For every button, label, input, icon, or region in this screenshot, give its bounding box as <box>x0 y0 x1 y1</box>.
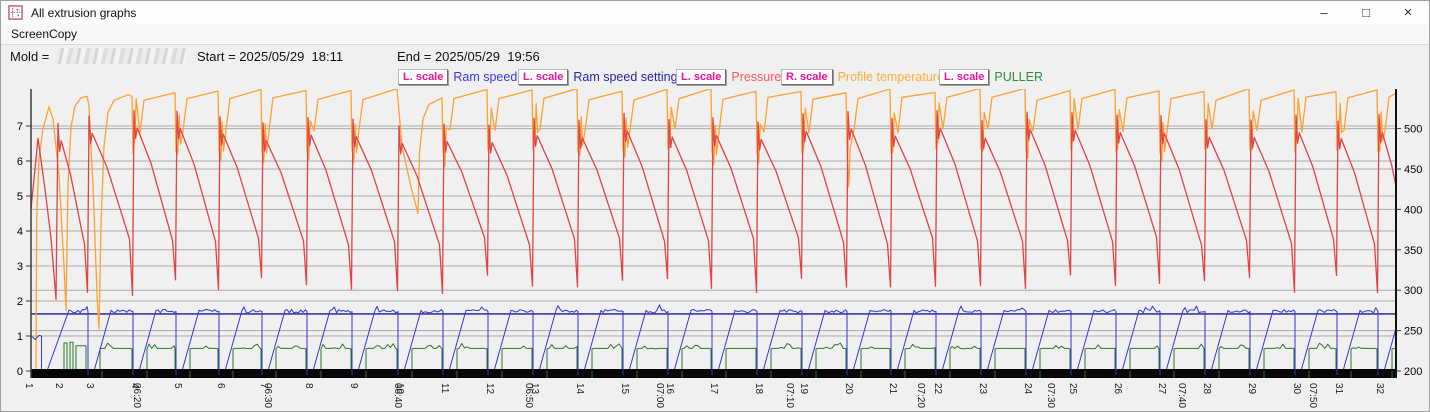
mold-value-redacted <box>56 48 186 64</box>
svg-text:07:50: 07:50 <box>1307 383 1318 408</box>
svg-text:07:20: 07:20 <box>915 383 926 408</box>
svg-text:30: 30 <box>1291 383 1302 395</box>
svg-text:06:20: 06:20 <box>131 383 142 408</box>
mold-label: Mold = <box>10 49 53 64</box>
left-scale-button[interactable]: L. scale <box>939 69 990 85</box>
svg-text:20: 20 <box>843 383 854 395</box>
close-button[interactable]: × <box>1403 4 1413 21</box>
svg-text:06:50: 06:50 <box>523 383 534 408</box>
app-icon <box>8 5 23 20</box>
legend-group-profile-temperature: R. scale Profile temperature <box>781 69 944 85</box>
svg-text:07:10: 07:10 <box>784 383 795 408</box>
svg-text:500: 500 <box>1404 124 1422 136</box>
svg-text:6: 6 <box>17 156 23 168</box>
svg-text:14: 14 <box>574 383 585 395</box>
minimize-button[interactable]: – <box>1320 5 1328 20</box>
window-title: All extrusion graphs <box>31 5 137 20</box>
svg-text:22: 22 <box>932 383 943 395</box>
svg-text:15: 15 <box>619 383 630 395</box>
svg-text:3: 3 <box>17 261 23 273</box>
legend-group-puller: L. scale PULLER <box>939 69 1043 85</box>
legend-group-ram-speed: L. scale Ram speed <box>398 69 517 85</box>
end-datetime: End = 2025/05/29 19:56 <box>397 49 540 64</box>
chart-legend: L. scale Ram speed L. scale Ram speed se… <box>1 67 1429 89</box>
svg-text:27: 27 <box>1156 383 1167 395</box>
svg-text:6: 6 <box>215 383 226 389</box>
legend-group-ram-speed-setting: L. scale Ram speed setting <box>518 69 678 85</box>
svg-text:13: 13 <box>529 383 540 395</box>
svg-text:400: 400 <box>1404 204 1422 216</box>
svg-text:350: 350 <box>1404 245 1422 257</box>
svg-text:07:30: 07:30 <box>1045 383 1056 408</box>
start-datetime: Start = 2025/05/29 18:11 <box>197 49 344 64</box>
svg-text:4: 4 <box>17 226 23 238</box>
legend-label-puller: PULLER <box>994 70 1043 84</box>
svg-text:7: 7 <box>258 383 269 389</box>
svg-text:3: 3 <box>84 383 95 389</box>
svg-text:200: 200 <box>1404 366 1422 378</box>
svg-text:06:40: 06:40 <box>392 383 403 408</box>
legend-label-ram-speed: Ram speed <box>453 70 518 84</box>
svg-text:2: 2 <box>17 296 23 308</box>
menu-item-screencopy[interactable]: ScreenCopy <box>11 27 78 41</box>
svg-text:29: 29 <box>1246 383 1257 395</box>
menu-bar: ScreenCopy <box>1 24 1429 45</box>
svg-text:1: 1 <box>23 383 34 389</box>
left-scale-button[interactable]: L. scale <box>518 69 569 85</box>
svg-text:19: 19 <box>798 383 809 395</box>
legend-group-pressure: L. scale Pressure <box>676 69 781 85</box>
svg-text:31: 31 <box>1333 383 1344 395</box>
svg-text:25: 25 <box>1067 383 1078 395</box>
svg-text:32: 32 <box>1374 383 1385 395</box>
svg-text:1: 1 <box>17 331 23 343</box>
svg-text:24: 24 <box>1022 383 1033 395</box>
svg-text:4: 4 <box>129 383 140 389</box>
header-row: Mold = Start = 2025/05/29 18:11 End = 20… <box>1 46 1429 67</box>
svg-text:2: 2 <box>53 383 64 389</box>
svg-text:06:30: 06:30 <box>262 383 273 408</box>
right-scale-button[interactable]: R. scale <box>781 69 833 85</box>
svg-text:11: 11 <box>439 383 450 394</box>
legend-label-pressure: Pressure <box>731 70 782 84</box>
left-scale-button[interactable]: L. scale <box>398 69 449 85</box>
svg-text:21: 21 <box>887 383 898 395</box>
svg-text:18: 18 <box>753 383 764 395</box>
svg-text:10: 10 <box>394 383 405 395</box>
legend-label-profile-temperature: Profile temperature <box>837 70 944 84</box>
svg-text:7: 7 <box>17 121 23 133</box>
svg-text:23: 23 <box>977 383 988 395</box>
svg-text:8: 8 <box>303 383 314 389</box>
svg-text:5: 5 <box>17 191 23 203</box>
svg-text:07:00: 07:00 <box>654 383 665 408</box>
svg-text:28: 28 <box>1201 383 1212 395</box>
title-bar: All extrusion graphs – □ × <box>1 1 1429 24</box>
svg-text:0: 0 <box>17 366 23 378</box>
legend-label-ram-speed-setting: Ram speed setting <box>573 70 678 84</box>
svg-text:300: 300 <box>1404 285 1422 297</box>
left-scale-button[interactable]: L. scale <box>676 69 727 85</box>
window-controls: – □ × <box>1303 1 1429 24</box>
svg-text:07:40: 07:40 <box>1176 383 1187 408</box>
svg-text:250: 250 <box>1404 326 1422 338</box>
svg-text:26: 26 <box>1112 383 1123 395</box>
svg-text:16: 16 <box>664 383 675 395</box>
maximize-button[interactable]: □ <box>1362 5 1370 20</box>
svg-text:450: 450 <box>1404 164 1422 176</box>
svg-text:17: 17 <box>708 383 719 395</box>
svg-text:9: 9 <box>348 383 359 389</box>
svg-text:5: 5 <box>172 383 183 389</box>
svg-text:12: 12 <box>484 383 495 395</box>
